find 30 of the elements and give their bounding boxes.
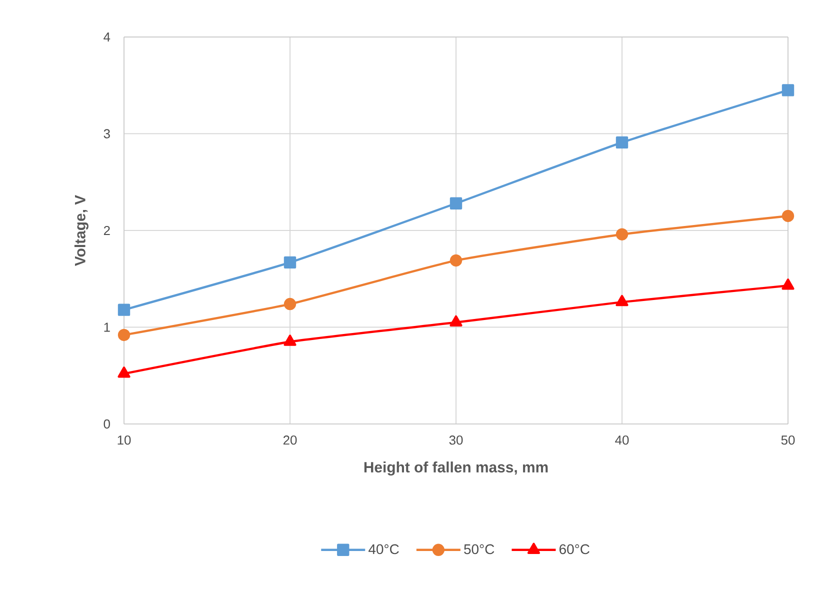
point [284,334,296,346]
x-tick-label: 10 [118,436,131,445]
point [782,84,794,96]
point [782,210,794,222]
point [782,278,794,290]
x-tick-label: 20 [283,436,297,445]
x-tick-label: 40 [615,436,629,445]
x-axis-title: Height of fallen mass, mm [364,462,548,476]
point [284,298,296,310]
y-tick-label: 4 [104,32,110,42]
legend-label: 40°C [368,544,399,554]
y-tick-label: 2 [104,226,110,236]
point [118,366,130,378]
point [450,197,462,210]
legend-label: 60°C [560,544,590,554]
point [616,294,628,306]
point [118,304,130,316]
y-tick-label: 3 [104,129,110,138]
x-tick-label: 30 [449,436,463,445]
point [450,254,462,267]
legend-label: 50°C [464,544,494,554]
point [284,256,296,269]
point [118,328,130,342]
x-tick-label: 50 [781,436,795,445]
y-tick-label: 1 [104,322,110,332]
point [616,136,628,149]
y-tick-label: 0 [104,419,110,429]
y-axis-title: Voltage, V [74,195,88,266]
point [450,315,462,326]
point [616,228,628,240]
